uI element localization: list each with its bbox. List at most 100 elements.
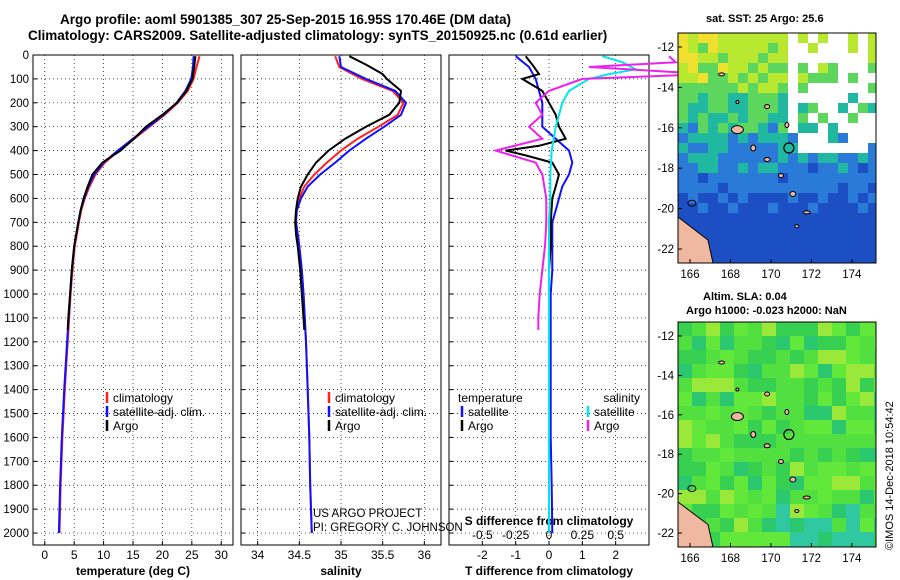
island <box>750 144 757 152</box>
map-data-cell <box>688 103 698 113</box>
map-data-cell <box>804 434 818 448</box>
map-data-cell <box>874 406 876 420</box>
map-data-cell <box>848 233 858 243</box>
map-data-cell <box>748 103 758 113</box>
map-data-cell <box>762 462 776 476</box>
map-data-cell <box>748 93 758 103</box>
map-data-cell <box>790 378 804 392</box>
map-data-cell <box>758 73 768 83</box>
temp-legend-label: satellite-adj. clim. <box>113 405 205 419</box>
map-data-cell <box>678 143 688 153</box>
island <box>735 100 740 104</box>
map-data-cell <box>846 518 860 532</box>
x-top-tick-label: 0 <box>546 528 553 542</box>
map-data-cell <box>778 73 788 83</box>
y-tick-label: 1500 <box>3 409 29 421</box>
chart-title-line1: Argo profile: aoml 5901385_307 25-Sep-20… <box>60 12 511 27</box>
map-data-cell <box>838 223 848 233</box>
map-data-cell <box>808 153 818 163</box>
island <box>784 122 790 128</box>
map-data-cell <box>832 322 846 336</box>
map-data-cell <box>720 476 734 490</box>
map-data-cell <box>678 83 688 93</box>
map-data-cell <box>818 213 828 223</box>
map-lat-label: -20 <box>657 489 674 501</box>
map-data-cell <box>868 143 876 153</box>
map-data-cell <box>828 73 838 83</box>
map-data-cell <box>718 243 728 253</box>
map-data-cell <box>776 434 790 448</box>
map-data-cell <box>718 113 728 123</box>
map-data-cell <box>692 420 706 434</box>
map-data-cell <box>728 233 738 243</box>
map-data-cell <box>748 63 758 73</box>
map-data-cell <box>868 103 876 113</box>
map-data-cell <box>778 123 788 133</box>
map-data-cell <box>678 43 688 53</box>
map-data-cell <box>776 364 790 378</box>
map-data-cell <box>758 193 768 203</box>
map-data-cell <box>748 173 758 183</box>
map-data-cell <box>808 43 818 53</box>
map-data-cell <box>718 63 728 73</box>
map-data-cell <box>692 434 706 448</box>
map-data-cell <box>768 213 778 223</box>
map-data-cell <box>692 392 706 406</box>
map-data-cell <box>758 143 768 153</box>
map-data-cell <box>688 143 698 153</box>
map-data-cell <box>734 322 748 336</box>
map-data-cell <box>698 153 708 163</box>
map-data-cell <box>688 33 698 43</box>
map-data-cell <box>706 378 720 392</box>
map-data-cell <box>874 490 876 504</box>
map-data-cell <box>688 163 698 173</box>
map-data-cell <box>874 518 876 532</box>
map-data-cell <box>678 173 688 183</box>
map-data-cell <box>768 153 778 163</box>
map-data-cell <box>874 476 876 490</box>
map-data-cell <box>768 183 778 193</box>
map-data-cell <box>734 518 748 532</box>
map-data-cell <box>762 518 776 532</box>
island <box>750 431 757 438</box>
map-data-cell <box>778 53 788 63</box>
map-data-cell <box>838 173 848 183</box>
map-data-cell <box>874 350 876 364</box>
map-data-cell <box>728 203 738 213</box>
map-data-cell <box>768 223 778 233</box>
map-data-cell <box>818 434 832 448</box>
map-data-cell <box>808 173 818 183</box>
series-line-sal-satellite-adj--clim- <box>294 56 408 534</box>
map-data-cell <box>728 43 738 53</box>
map-data-cell <box>808 193 818 203</box>
map-data-cell <box>828 253 838 263</box>
map-data-cell <box>818 504 832 518</box>
map-data-cell <box>808 163 818 173</box>
map-data-cell <box>790 462 804 476</box>
map-lat-label: -14 <box>657 82 674 94</box>
map-data-cell <box>848 183 858 193</box>
map-data-cell <box>860 350 874 364</box>
map-data-cell <box>874 504 876 518</box>
map-data-cell <box>748 406 762 420</box>
map-data-cell <box>734 434 748 448</box>
map-data-cell <box>708 153 718 163</box>
map-data-cell <box>734 490 748 504</box>
map-data-cell <box>738 173 748 183</box>
map-data-cell <box>804 364 818 378</box>
map-data-cell <box>768 123 778 133</box>
map-data-cell <box>868 163 876 173</box>
map-data-cell <box>778 113 788 123</box>
map-data-cell <box>860 532 874 546</box>
map-data-cell <box>818 476 832 490</box>
map-data-cell <box>748 490 762 504</box>
map-data-cell <box>688 93 698 103</box>
map-data-cell <box>762 322 776 336</box>
map-data-cell <box>846 364 860 378</box>
map-data-cell <box>790 518 804 532</box>
map-data-cell <box>804 350 818 364</box>
map-data-cell <box>698 183 708 193</box>
map-data-cell <box>874 322 876 336</box>
map-data-cell <box>768 203 778 213</box>
map-data-cell <box>828 243 838 253</box>
